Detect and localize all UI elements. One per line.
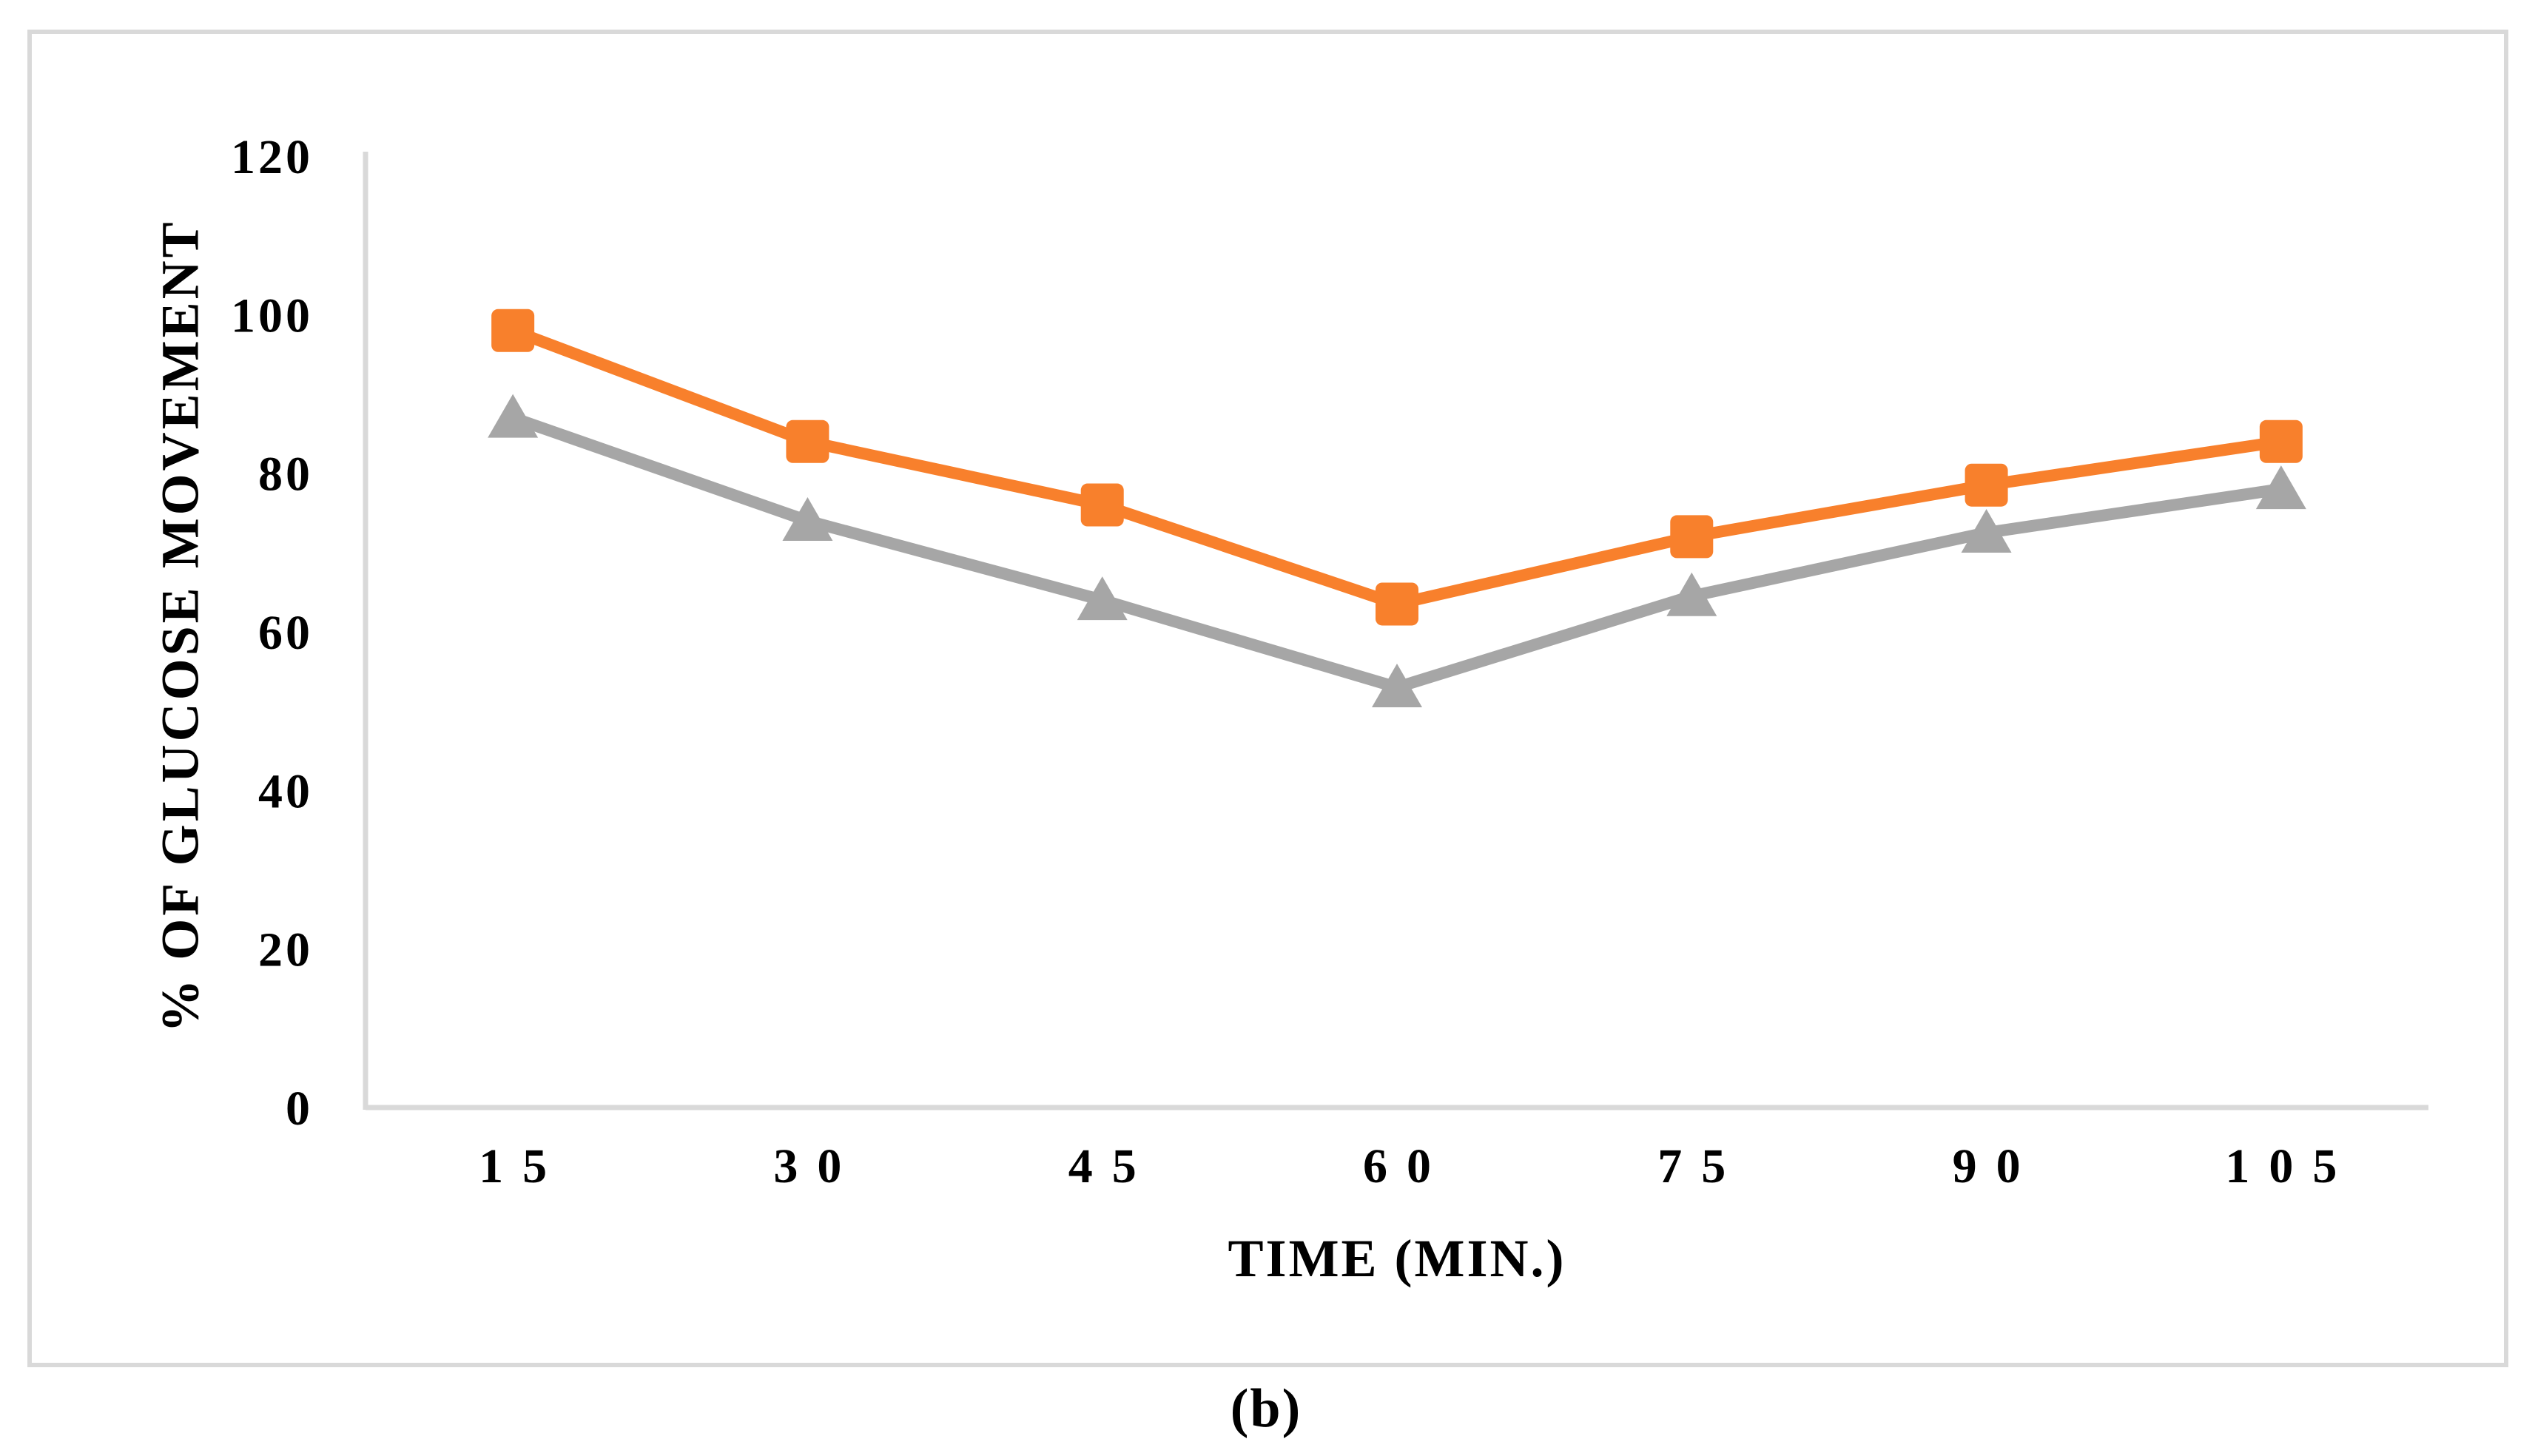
- y-axis-title: % OF GLUCOSE MOVEMENT: [150, 219, 210, 1033]
- series-line-orange-squares: [511, 325, 2283, 610]
- marker-square: [786, 419, 829, 463]
- y-tick-label: 120: [231, 130, 313, 184]
- marker-triangle: [1961, 509, 2012, 553]
- y-tick-label: 0: [286, 1082, 313, 1136]
- marker-square: [1965, 463, 2008, 507]
- y-tick-label: 60: [258, 606, 313, 660]
- marker-triangle: [1372, 664, 1422, 708]
- marker-triangle: [1077, 576, 1128, 621]
- x-tick-label: 15: [479, 1139, 566, 1193]
- x-tick-label: 105: [2225, 1139, 2356, 1193]
- marker-triangle: [782, 496, 833, 541]
- y-tick-label: 40: [258, 764, 313, 818]
- marker-square: [1376, 582, 1418, 626]
- x-tick-label: 90: [1953, 1139, 2040, 1193]
- marker-triangle: [488, 394, 539, 438]
- marker-triangle: [1666, 572, 1717, 616]
- series-line-gray-triangles: [511, 412, 2283, 694]
- y-tick-label: 80: [258, 448, 313, 502]
- marker-square: [491, 309, 535, 352]
- marker-square: [2259, 419, 2303, 463]
- x-axis-title: TIME (MIN.): [1228, 1229, 1566, 1288]
- chart-frame: [27, 30, 2508, 1367]
- x-tick-label: 75: [1657, 1139, 1745, 1193]
- y-tick-label: 20: [258, 923, 313, 977]
- marker-triangle: [2255, 465, 2306, 510]
- marker-square: [1670, 515, 1714, 559]
- x-tick-label: 60: [1363, 1139, 1450, 1193]
- x-tick-label: 30: [773, 1139, 861, 1193]
- marker-square: [1080, 483, 1124, 527]
- y-tick-label: 100: [231, 289, 313, 343]
- x-tick-label: 45: [1068, 1139, 1156, 1193]
- figure-caption: (b): [1230, 1378, 1302, 1439]
